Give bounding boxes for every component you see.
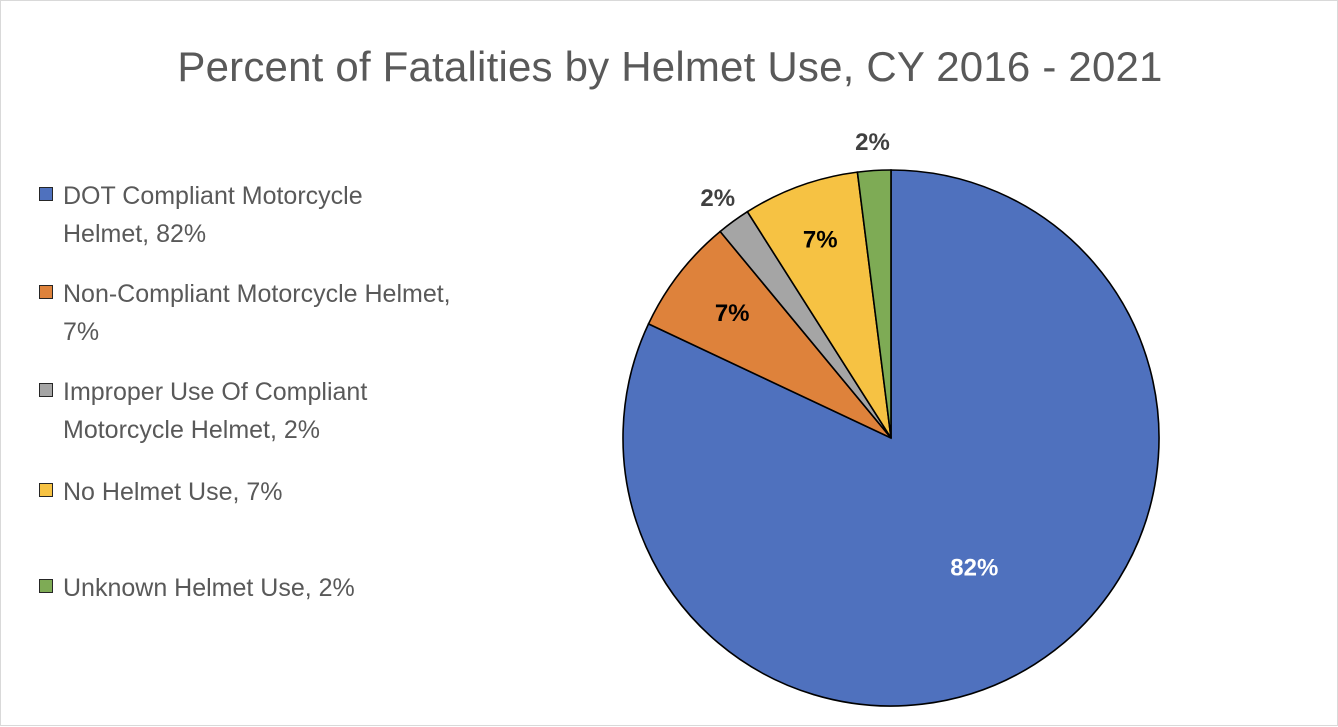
legend-label-dot-compliant: DOT Compliant Motorcycle Helmet, 82% — [63, 182, 363, 248]
pie-slice-unknown — [856, 169, 892, 439]
pie-slice-non-compliant — [647, 230, 892, 439]
slice-label-non-compliant: 7% — [715, 300, 750, 327]
chart-title: Percent of Fatalities by Helmet Use, CY … — [177, 43, 1163, 90]
slice-label-dot-compliant: 82% — [950, 555, 998, 582]
legend-label-improper-use: Improper Use Of Compliant Motorcycle Hel… — [63, 378, 368, 444]
slice-label-improper-use: 2% — [700, 185, 735, 212]
legend-swatch-improper-use — [39, 383, 53, 397]
legend-label-no-helmet: No Helmet Use, 7% — [63, 478, 283, 506]
legend-swatch-dot-compliant — [39, 187, 53, 201]
legend-label-non-compliant: Non-Compliant Motorcycle Helmet, 7% — [63, 280, 451, 346]
legend-swatch-unknown — [39, 579, 53, 593]
slice-label-no-helmet: 7% — [803, 227, 838, 254]
slice-label-unknown: 2% — [855, 129, 890, 156]
legend-swatch-no-helmet — [39, 483, 53, 497]
legend-label-unknown: Unknown Helmet Use, 2% — [63, 574, 355, 602]
legend-swatch-non-compliant — [39, 285, 53, 299]
pie-slice-no-helmet — [746, 171, 892, 439]
